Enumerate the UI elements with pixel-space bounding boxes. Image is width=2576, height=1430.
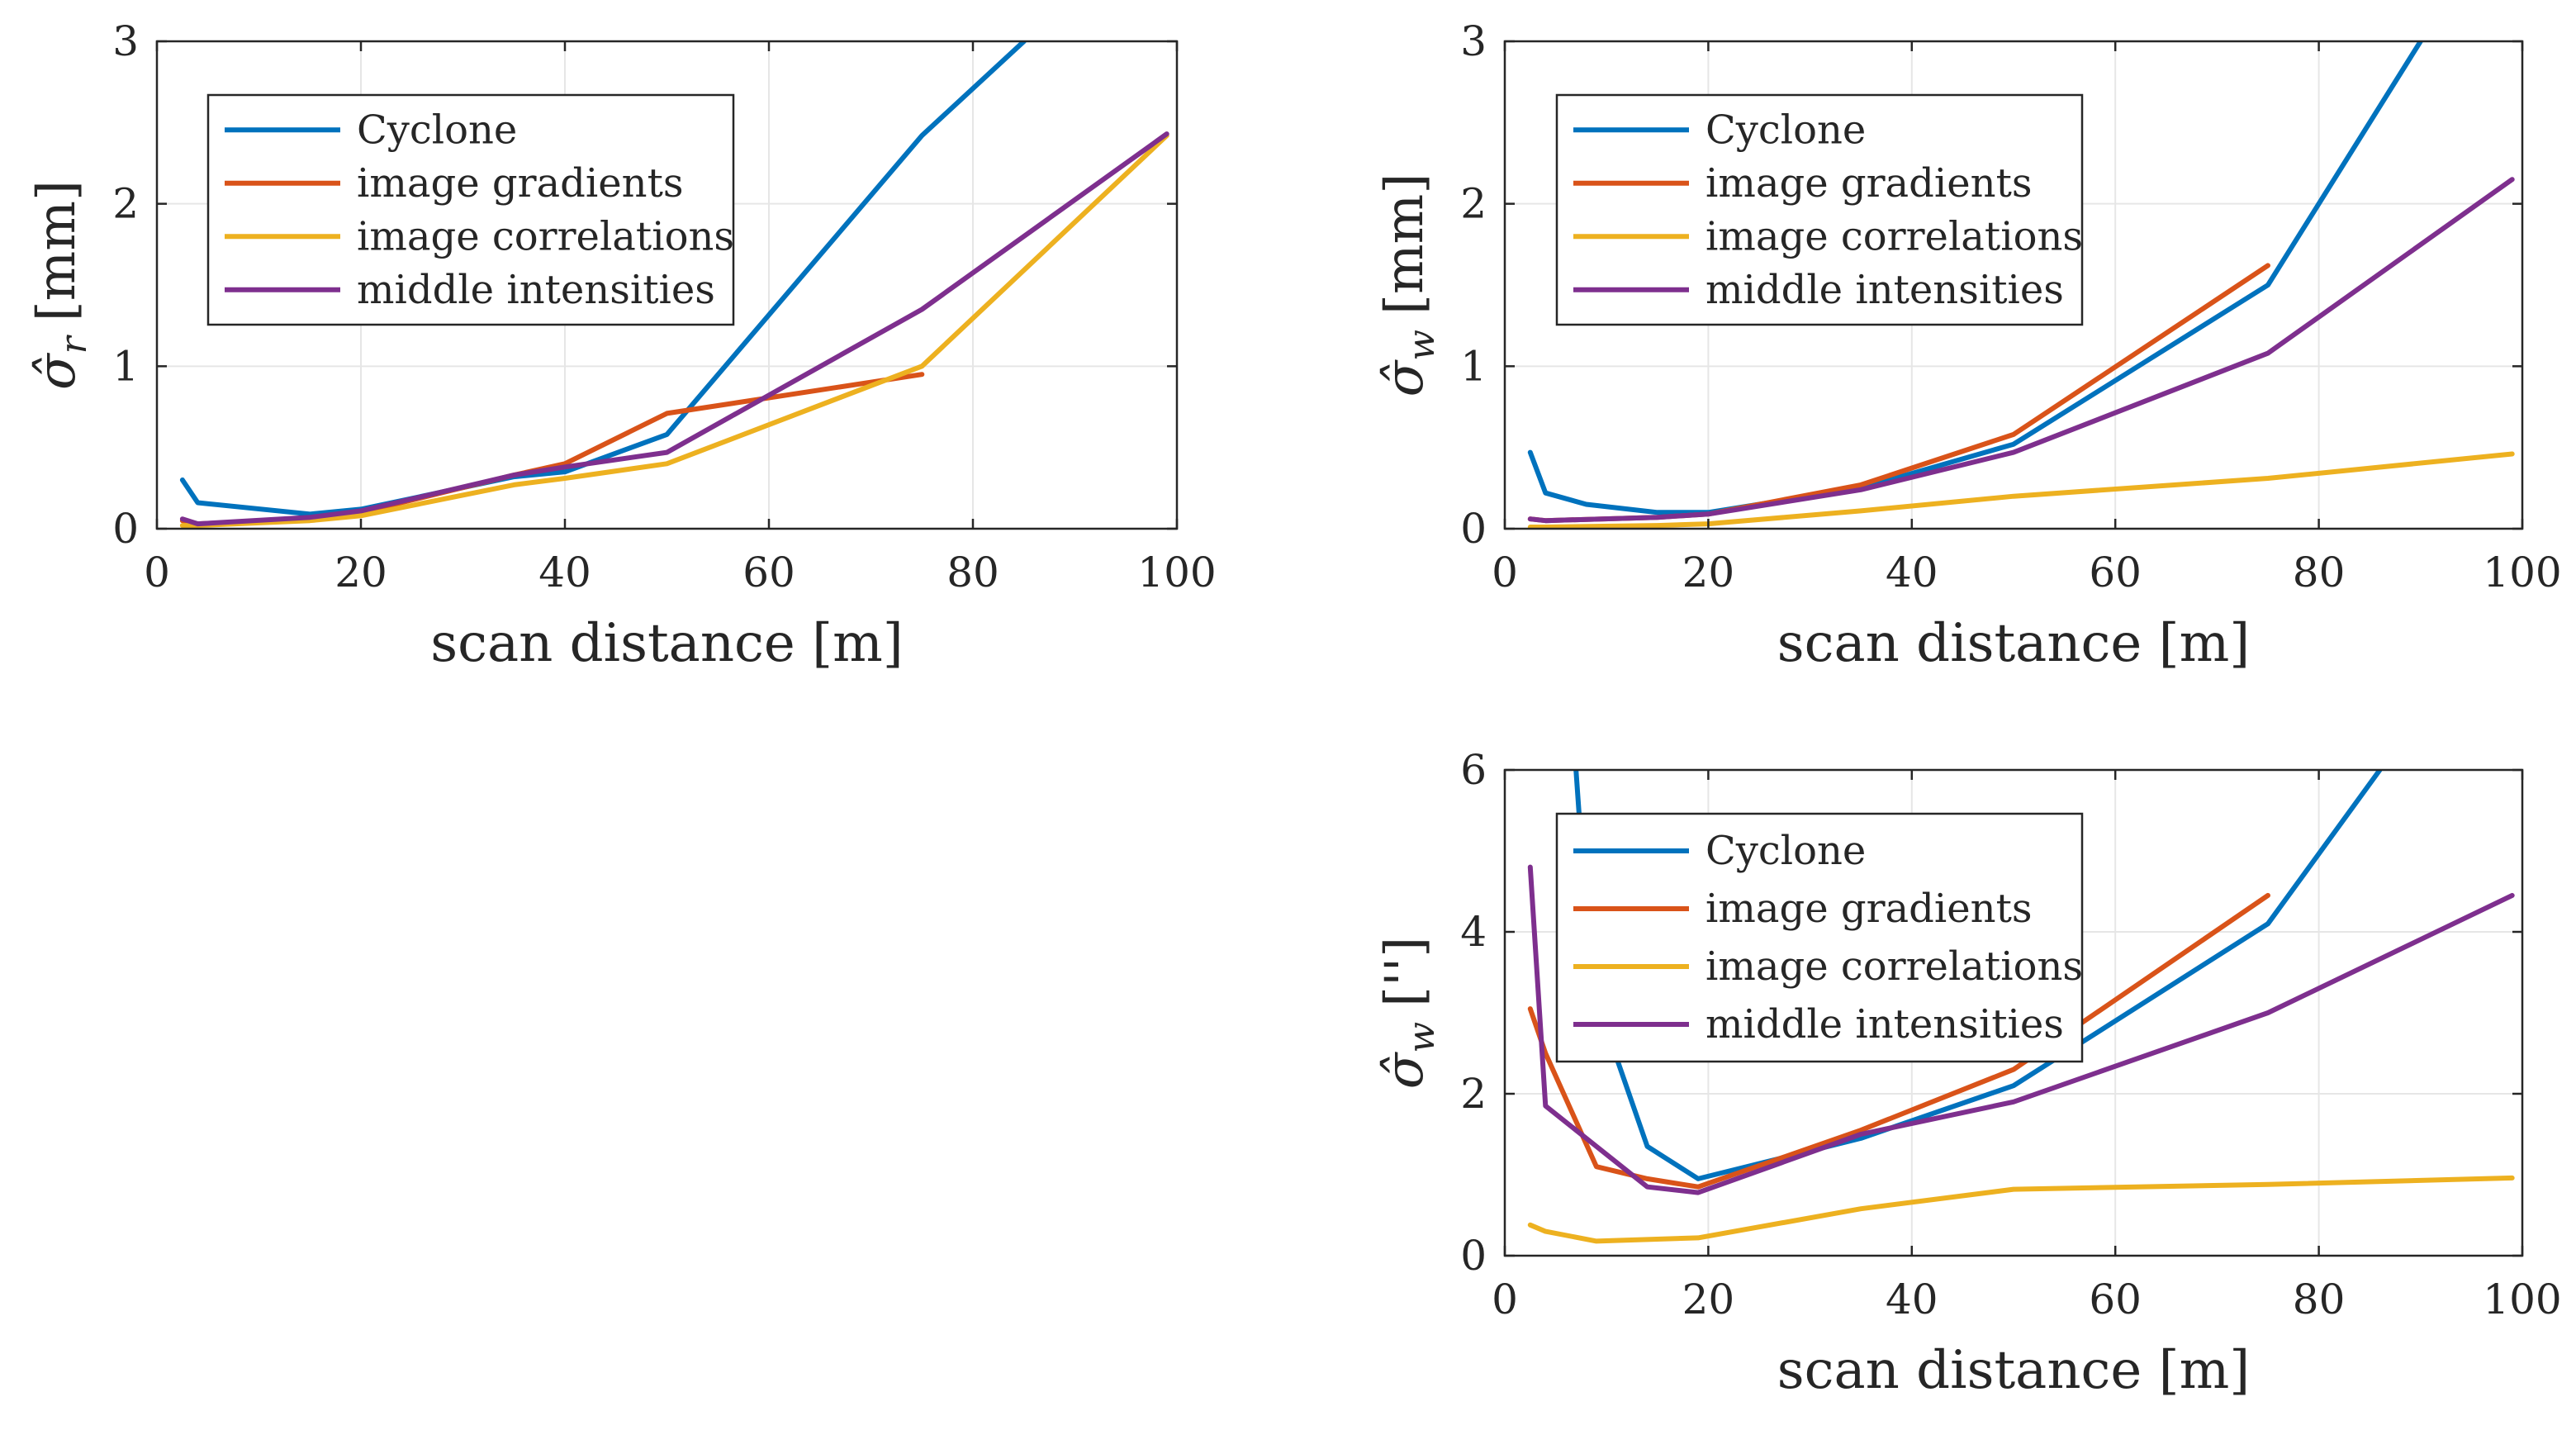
x-tick-label: 60 — [2089, 549, 2142, 596]
y-tick-label: 2 — [112, 180, 139, 228]
y-axis-label: σ̂w [mm] — [1374, 173, 1443, 397]
legend-label: image gradients — [357, 160, 683, 207]
y-axis-unit: [''] — [1374, 937, 1435, 1007]
x-tick-label: 20 — [334, 549, 387, 596]
chart-panel-bottom-right: 0 20 40 60 80 100 0 2 4 6 scan distance [m] σ̂w ['']… — [1374, 746, 2562, 1401]
legend-label: image correlations — [1705, 213, 2083, 259]
y-axis-label: σ̂w [''] — [1374, 937, 1443, 1089]
x-tick-label: 100 — [2483, 549, 2561, 596]
x-axis-label: scan distance [m] — [1777, 1340, 2250, 1401]
x-tick-label: 60 — [2089, 1276, 2142, 1323]
series-line-image-gradients — [1527, 892, 2270, 1190]
x-tick-label: 80 — [946, 549, 999, 596]
x-tick-label: 80 — [2293, 1276, 2346, 1323]
x-axis-label: scan distance [m] — [430, 613, 903, 674]
y-tick-label: 0 — [1460, 505, 1487, 553]
y-tick-label: 4 — [1460, 908, 1487, 956]
y-axis-subscript: w — [1401, 1022, 1443, 1053]
legend-label: image gradients — [1705, 160, 2032, 207]
legend-label: middle intensities — [1705, 1001, 2064, 1048]
y-axis-symbol: σ̂ — [1374, 1051, 1435, 1089]
x-tick-label: 20 — [1682, 1276, 1735, 1323]
x-tick-label: 40 — [538, 549, 591, 596]
legend: Cyclone image gradients image correlations… — [1555, 93, 2084, 326]
axes-box — [1503, 768, 2524, 1257]
axes-box — [155, 40, 1179, 530]
legend-label: middle intensities — [1705, 267, 2064, 313]
y-axis-symbol: σ̂ — [26, 352, 88, 390]
x-tick-label: 80 — [2293, 549, 2346, 596]
series-line-image-correlations — [1527, 1175, 2515, 1244]
chart-panel-top-right: 0 20 40 60 80 100 0 1 2 3 scan distance [m] σ̂w [mm]… — [1374, 17, 2562, 674]
legend-label: Cyclone — [357, 107, 517, 153]
x-tick-label: 40 — [1886, 1276, 1938, 1323]
legend-label: image gradients — [1705, 886, 2032, 932]
y-axis-symbol: σ̂ — [1374, 359, 1435, 397]
series-line-middle-intensities — [179, 131, 1169, 527]
y-axis-label: σ̂r [mm] — [26, 180, 95, 390]
legend-label: middle intensities — [357, 267, 715, 313]
x-tick-label: 0 — [144, 549, 170, 596]
y-axis-subscript: w — [1401, 330, 1443, 361]
legend-label: Cyclone — [1705, 107, 1866, 153]
x-tick-label: 0 — [1492, 1276, 1518, 1323]
y-tick-label: 3 — [1460, 17, 1487, 65]
legend-box — [1555, 93, 2084, 326]
y-tick-label: 6 — [1460, 746, 1487, 794]
x-tick-label: 100 — [2483, 1276, 2561, 1323]
y-tick-label: 0 — [1460, 1232, 1487, 1280]
series-line-image-correlations — [1527, 451, 2515, 529]
y-axis-subscript: r — [53, 334, 95, 354]
chart-panel-top-left: 0 20 40 60 80 100 0 1 2 3 scan distance [m] σ̂r [mm]… — [26, 17, 1217, 674]
y-axis-unit: [mm] — [1374, 173, 1435, 315]
axes-box — [1503, 40, 2524, 530]
legend-box — [1555, 812, 2084, 1063]
y-tick-label: 1 — [112, 342, 139, 390]
legend-label: image correlations — [357, 213, 734, 259]
series-line-middle-intensities — [1527, 177, 2515, 524]
legend: Cyclone image gradients image correlations… — [206, 93, 735, 326]
series-line-middle-intensities — [1527, 864, 2515, 1195]
legend-box — [206, 93, 735, 326]
legend-label: Cyclone — [1705, 828, 1866, 874]
legend-label: image correlations — [1705, 943, 2083, 990]
x-tick-label: 60 — [742, 549, 795, 596]
y-tick-label: 1 — [1460, 342, 1487, 390]
x-axis-label: scan distance [m] — [1777, 613, 2250, 674]
y-tick-label: 3 — [112, 17, 139, 65]
y-axis-unit: [mm] — [26, 180, 88, 321]
y-tick-label: 2 — [1460, 180, 1487, 228]
x-tick-label: 40 — [1886, 549, 1938, 596]
x-tick-label: 20 — [1682, 549, 1735, 596]
y-tick-label: 2 — [1460, 1070, 1487, 1118]
x-tick-label: 100 — [1137, 549, 1216, 596]
x-tick-label: 0 — [1492, 549, 1518, 596]
legend: Cyclone image gradients image correlations… — [1555, 812, 2084, 1063]
y-tick-label: 0 — [112, 505, 139, 553]
